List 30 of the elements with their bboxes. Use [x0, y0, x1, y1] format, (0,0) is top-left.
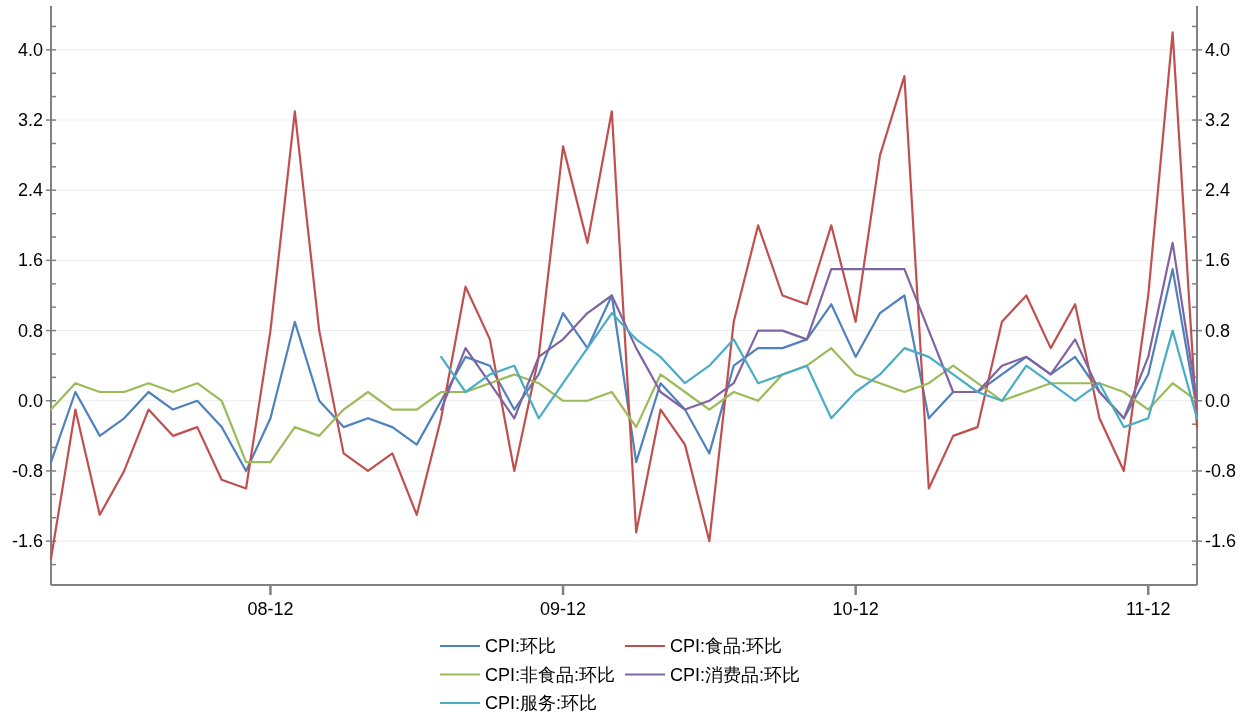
legend-label: CPI:食品:环比 — [670, 636, 783, 656]
legend-label: CPI:环比 — [485, 636, 557, 656]
legend-label: CPI:消费品:环比 — [670, 664, 801, 685]
y2-tick-label: 3.2 — [1205, 110, 1231, 131]
y-tick-label: 3.2 — [17, 110, 43, 131]
line-series — [49, 31, 1199, 560]
x-tick-label: 08-12 — [247, 599, 294, 619]
x-tick-label: 09-12 — [540, 599, 587, 619]
legend-label: CPI:非食品:环比 — [485, 664, 616, 685]
y2-tick-label: 0.8 — [1205, 320, 1231, 341]
y2-tick-label: 2.4 — [1205, 180, 1231, 201]
y2-tick-label: 1.6 — [1205, 250, 1231, 271]
y-tick-label: 4.0 — [17, 39, 43, 60]
y2-tick-label: -0.8 — [1205, 460, 1237, 481]
y2-tick-label: -1.6 — [1205, 531, 1237, 552]
y2-tick-label: 4.0 — [1205, 39, 1231, 60]
y-tick-label: 2.4 — [17, 180, 43, 201]
y-tick-label: 0.0 — [17, 390, 43, 411]
line-series — [440, 241, 1199, 420]
y2-tick-label: 0.0 — [1205, 390, 1231, 411]
y-tick-label: 1.6 — [17, 250, 43, 271]
y-tick-label: 0.8 — [17, 320, 43, 341]
x-tick-label: 10-12 — [832, 599, 879, 619]
y-tick-label: -1.6 — [11, 531, 43, 552]
y-tick-label: -0.8 — [11, 460, 43, 481]
line-series — [49, 347, 1199, 464]
line-series — [440, 311, 1199, 429]
legend-label: CPI:服务:环比 — [485, 693, 598, 713]
line-series — [49, 268, 1199, 473]
x-tick-label: 11-12 — [1125, 599, 1171, 619]
